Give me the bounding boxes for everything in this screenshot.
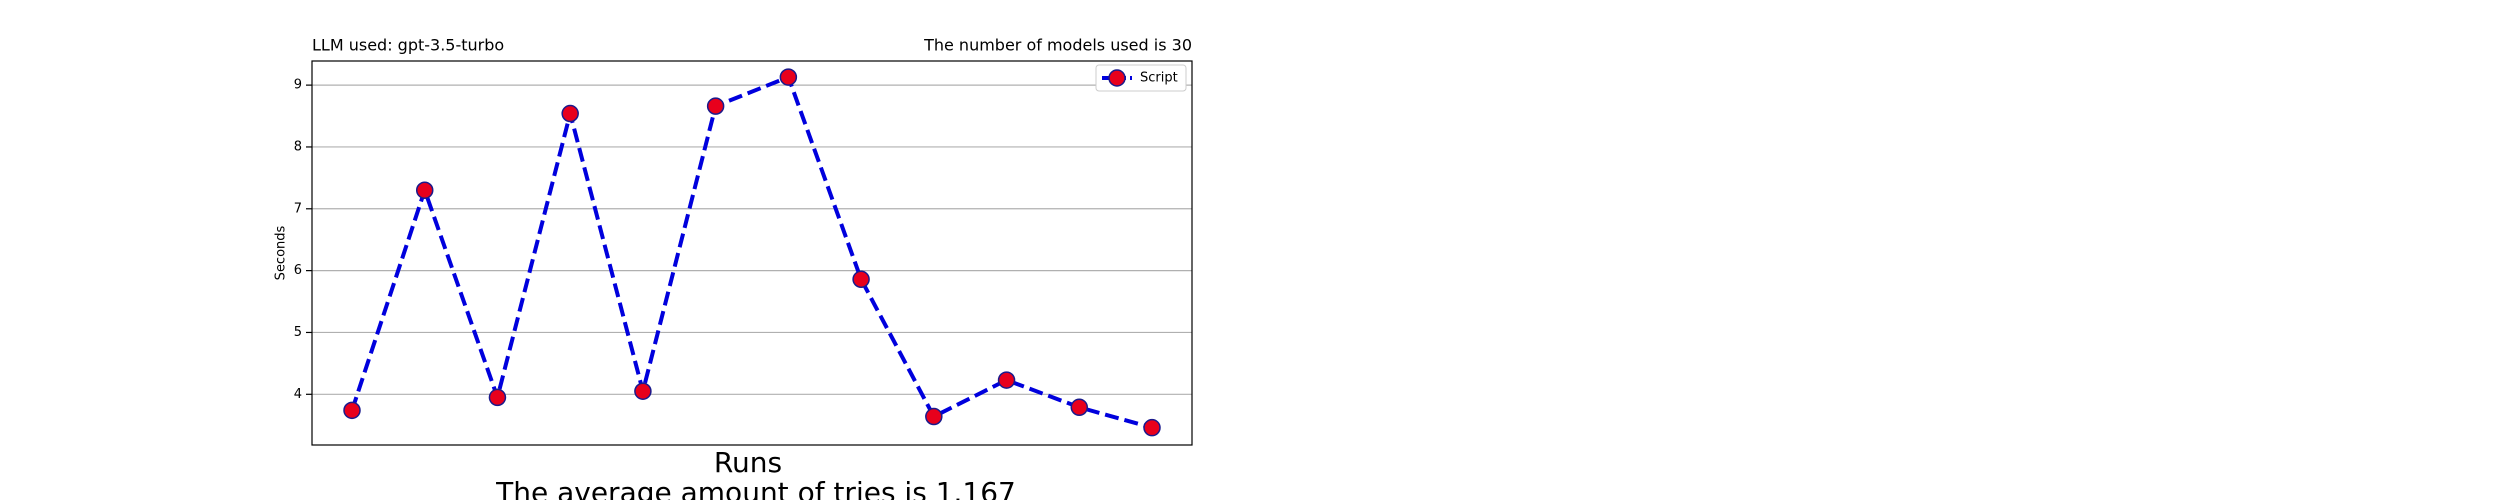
data-point: [925, 407, 943, 426]
y-tick-label: 6: [294, 263, 302, 278]
y-tick-label: 9: [294, 78, 302, 93]
footnote: The average amount of tries is 1.167: [495, 476, 1016, 500]
data-point: [997, 371, 1016, 389]
y-tick-label: 5: [294, 325, 302, 340]
x-axis-label: Runs: [714, 446, 782, 479]
y-tick-label: 8: [294, 139, 302, 154]
data-point: [706, 97, 725, 115]
data-point: [415, 181, 434, 199]
data-point: [1143, 418, 1161, 437]
plot-frame: [311, 60, 1193, 446]
y-tick-label: 4: [294, 387, 302, 402]
data-point: [852, 270, 870, 289]
data-point: [779, 68, 798, 86]
series-line: [350, 74, 1153, 430]
legend-marker: [1108, 69, 1126, 87]
legend: Script: [1095, 64, 1187, 92]
data-point: [561, 104, 579, 123]
data-point: [1070, 398, 1089, 417]
legend-label: Script: [1140, 71, 1178, 86]
data-point: [634, 382, 652, 400]
title-left: LLM used: gpt-3.5-turbo: [312, 36, 504, 55]
y-tick-label: 7: [294, 201, 302, 216]
data-point: [488, 388, 507, 407]
y-axis-label: Seconds: [274, 225, 289, 280]
title-right: The number of models used is 30: [923, 36, 1192, 55]
data-point: [343, 401, 361, 420]
